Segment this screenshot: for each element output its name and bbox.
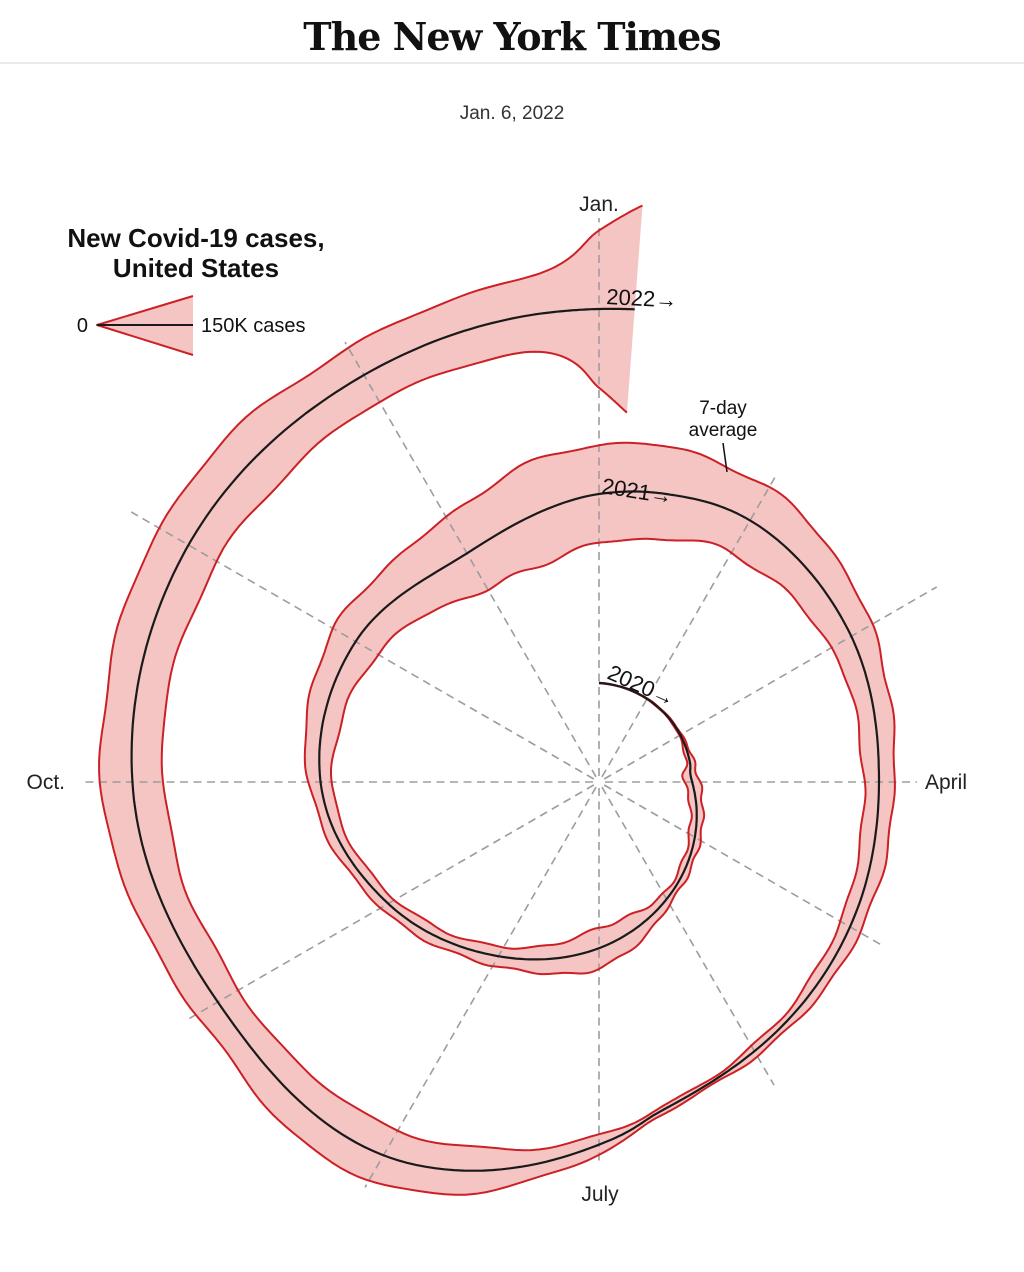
gridline-sep [184,784,595,1022]
axis-label-july: July [581,1183,619,1206]
dateline: Jan. 6, 2022 [460,103,565,124]
gridline-feb [601,474,778,778]
gridline-jun [601,786,775,1086]
chart-title-line1: New Covid-19 cases, [67,223,324,253]
seven-day-average-line [130,307,881,1172]
spiral-plot [85,204,938,1196]
gridline-mar [603,586,938,780]
legend-scale-label: 150K cases [201,315,306,337]
annotation-line2: average [689,420,758,441]
nyt-masthead: The New York Times [303,14,720,59]
gridline-aug [364,786,597,1188]
year-label-2022: 2022→ [606,284,678,313]
year-label-2020: 2020→ [604,660,679,712]
legend-zero-label: 0 [77,315,88,337]
axis-label-april: April [925,771,967,794]
legend: 0 150K cases [77,295,306,356]
annotation-leader-line [722,442,728,473]
annotation-7-day-average: 7-day average [689,398,758,473]
gridline-dec [344,341,597,778]
month-gridlines [85,218,938,1188]
annotation-line1: 7-day [699,398,747,419]
case-band-inner-edge [160,350,867,1152]
case-band-fill [99,205,895,1195]
axis-label-october: Oct. [26,771,65,794]
case-band-outer-edge [98,204,896,1196]
axis-label-january: Jan. [579,193,619,216]
chart-title-line2: United States [113,253,279,283]
